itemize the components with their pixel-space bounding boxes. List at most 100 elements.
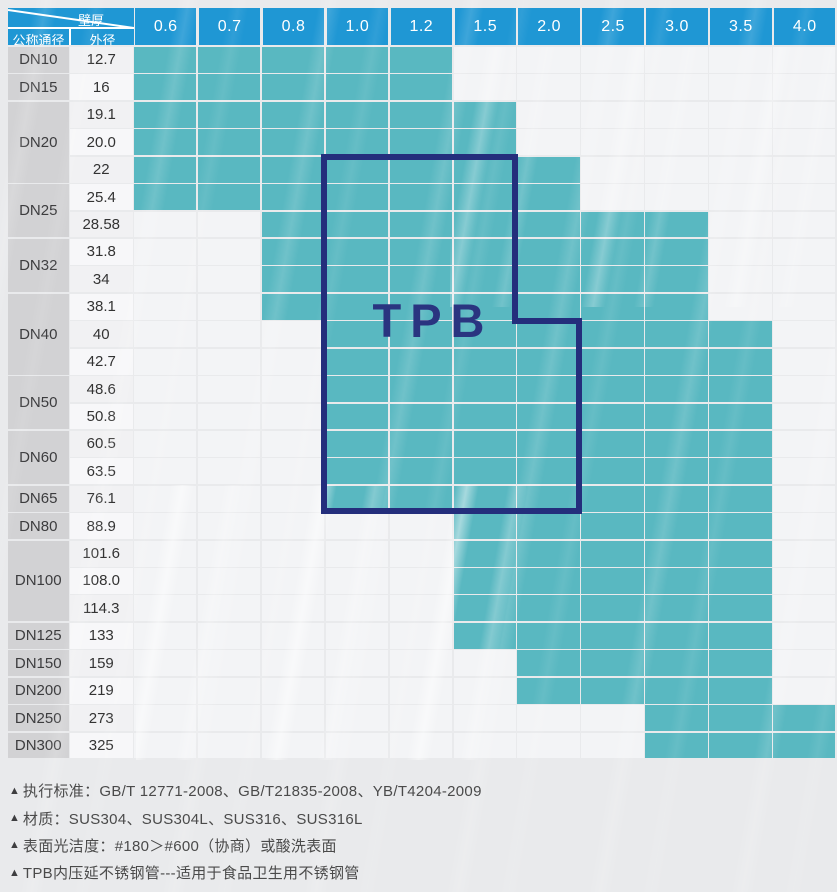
availability-cell (645, 47, 708, 73)
availability-cell (517, 485, 580, 512)
od-value-cell: 19.1 (70, 101, 133, 128)
availability-cell (134, 513, 197, 540)
od-value-cell: 88.9 (70, 513, 133, 540)
availability-cell (709, 293, 772, 320)
availability-cell (773, 732, 836, 759)
availability-cell (517, 348, 580, 375)
availability-cell (325, 568, 389, 594)
thickness-header-cell: 3.5 (710, 8, 772, 45)
availability-cell (773, 129, 836, 156)
od-value-cell: 273 (70, 705, 133, 732)
od-value-cell: 159 (70, 650, 133, 677)
od-value-cell: 325 (70, 732, 133, 759)
thickness-header-cell: 1.0 (326, 8, 389, 45)
availability-cell (517, 47, 580, 73)
availability-cell (453, 129, 516, 156)
dn-group-cell: DN40 (8, 293, 69, 375)
availability-cell (389, 101, 453, 128)
availability-cell (134, 101, 197, 128)
od-value-cell: 76.1 (70, 485, 133, 512)
availability-cell (453, 485, 516, 512)
availability-cell (134, 705, 197, 732)
availability-cell (453, 650, 516, 677)
triangle-bullet-icon: ▲ (9, 866, 20, 879)
od-value-cell: 20.0 (70, 129, 133, 156)
availability-cell (389, 184, 453, 211)
availability-cell (134, 211, 197, 238)
availability-cell (134, 376, 197, 402)
availability-cell (581, 74, 644, 101)
availability-cell (325, 348, 389, 375)
availability-cell (389, 513, 453, 540)
availability-cell (517, 732, 580, 759)
availability-cell (389, 376, 453, 402)
dn-group-cell: DN200 (8, 677, 69, 704)
availability-cell (261, 101, 325, 128)
thickness-header-cell: 2.5 (582, 8, 644, 45)
availability-cell (645, 376, 708, 402)
availability-cell (517, 129, 580, 156)
availability-cell (197, 622, 261, 649)
availability-cell (134, 458, 197, 485)
availability-cell (325, 74, 389, 101)
availability-cell (773, 430, 836, 457)
availability-cell (134, 238, 197, 265)
dn-group-cell: DN25 (8, 184, 69, 238)
availability-cell (261, 732, 325, 759)
availability-cell (645, 677, 708, 704)
availability-cell (261, 321, 325, 348)
note-line: ▲ 材质：SUS304、SUS304L、SUS316、SUS316L (9, 804, 829, 831)
thickness-header-cell: 4.0 (774, 8, 836, 45)
availability-cell (773, 540, 836, 567)
od-value-cell: 50.8 (70, 403, 133, 430)
availability-cell (581, 705, 644, 732)
availability-cell (453, 376, 516, 402)
availability-cell (517, 403, 580, 430)
availability-cell (773, 376, 836, 402)
availability-cell (709, 705, 772, 732)
availability-cell (389, 650, 453, 677)
availability-cell (389, 47, 453, 73)
availability-cell (517, 595, 580, 622)
availability-cell (197, 266, 261, 293)
availability-cell (581, 184, 644, 211)
availability-cell (581, 238, 644, 265)
availability-cell (709, 458, 772, 485)
availability-cell (645, 595, 708, 622)
availability-cell (261, 677, 325, 704)
availability-cell (773, 101, 836, 128)
availability-cell (645, 540, 708, 567)
availability-cell (134, 677, 197, 704)
thickness-header-cell: 2.0 (518, 8, 580, 45)
availability-cell (389, 156, 453, 183)
availability-cell (581, 211, 644, 238)
availability-cell (389, 238, 453, 265)
availability-cell (581, 101, 644, 128)
availability-cell (517, 101, 580, 128)
od-value-cell: 38.1 (70, 293, 133, 320)
availability-cell (645, 622, 708, 649)
availability-cell (773, 184, 836, 211)
availability-cell (197, 732, 261, 759)
availability-cell (453, 568, 516, 594)
availability-cell (645, 513, 708, 540)
availability-cell (517, 430, 580, 457)
thickness-header-cell: 1.5 (454, 8, 516, 45)
availability-cell (197, 348, 261, 375)
availability-cell (773, 211, 836, 238)
availability-cell (773, 74, 836, 101)
availability-cell (453, 184, 516, 211)
availability-cell (389, 403, 453, 430)
availability-cell (517, 238, 580, 265)
availability-cell (197, 403, 261, 430)
availability-cell (709, 677, 772, 704)
od-value-cell: 114.3 (70, 595, 133, 622)
od-value-cell: 48.6 (70, 376, 133, 402)
od-value-cell: 22 (70, 156, 133, 183)
availability-cell (134, 293, 197, 320)
availability-cell (581, 348, 644, 375)
availability-cell (645, 238, 708, 265)
availability-cell (581, 732, 644, 759)
availability-cell (517, 266, 580, 293)
availability-cell (645, 101, 708, 128)
